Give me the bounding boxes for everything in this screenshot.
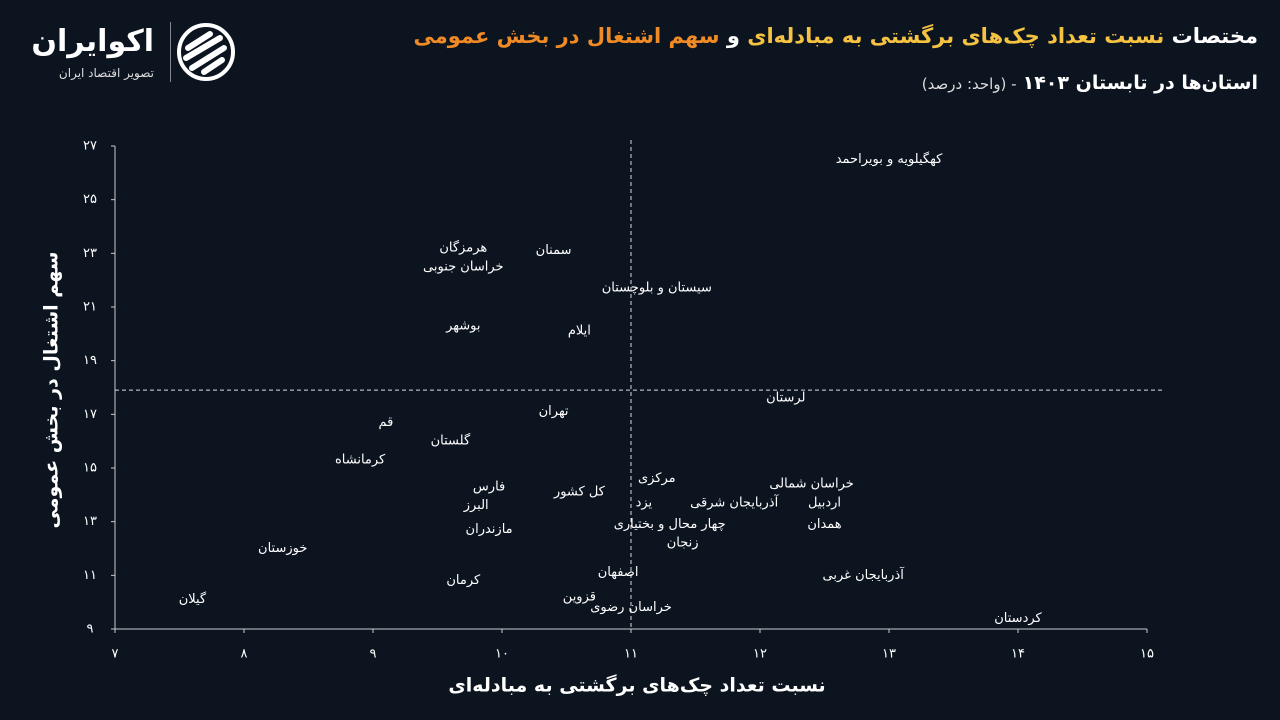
point-label: گیلان (179, 591, 207, 607)
logo-icon (170, 22, 235, 82)
y-tick-label: ۱۱ (83, 568, 97, 583)
point-label: چهار محال و بختیاری (614, 517, 726, 532)
point-label: ایلام (568, 324, 591, 339)
logo-tagline: تصویر اقتصاد ایران (58, 66, 154, 80)
point-label: قزوین (563, 589, 596, 604)
point-label: مرکزی (638, 471, 676, 486)
subtitle-text: استان‌ها در تابستان ۱۴۰۳ (1022, 72, 1258, 94)
point-label: اردبیل (808, 495, 841, 510)
point-label: خراسان جنوبی (423, 259, 503, 274)
point-label: اصفهان (598, 565, 639, 580)
point-label: کهگیلویه و بویراحمد (836, 151, 943, 167)
y-tick-label: ۲۱ (83, 300, 97, 315)
point-label: لرستان (766, 391, 805, 406)
point-label: قم (378, 415, 393, 430)
x-axis-title: نسبت تعداد چک‌های برگشتی به مبادله‌ای (448, 674, 825, 697)
point-label: خوزستان (258, 541, 307, 556)
title-part: سهم اشتغال در بخش عمومی (413, 24, 720, 48)
point-label: همدان (807, 517, 841, 532)
chart-subtitle: استان‌ها در تابستان ۱۴۰۳ - (واحد: درصد) (922, 72, 1258, 94)
point-label: زنجان (667, 536, 699, 551)
x-tick-label: ۱۲ (753, 647, 767, 662)
point-label: کرمان (446, 573, 481, 588)
y-tick-label: ۱۳ (83, 514, 97, 529)
x-tick-label: ۷ (112, 647, 119, 662)
point-label: خراسان رضوی (590, 600, 672, 615)
point-label: خراسان شمالی (769, 477, 854, 492)
y-tick-label: ۲۳ (83, 246, 97, 261)
title-part: مختصات (1171, 24, 1258, 48)
subtitle-note: - (واحد: درصد) (921, 75, 1017, 93)
x-tick-label: ۱۴ (1011, 647, 1025, 662)
x-tick-label: ۱۳ (882, 647, 896, 662)
y-tick-label: ۲۷ (83, 139, 97, 154)
y-tick-label: ۹ (87, 622, 94, 637)
logo: اکوایران تصویر اقتصاد ایران (26, 22, 246, 86)
point-label: البرز (463, 498, 489, 513)
point-label: گلستان (431, 433, 471, 449)
point-label: کل کشور (553, 485, 606, 500)
point-label: فارس (473, 479, 505, 494)
point-label: مازندران (466, 522, 513, 537)
point-label: یزد (636, 495, 653, 510)
title-part: و (726, 24, 740, 48)
point-label: تهران (539, 404, 569, 419)
point-label: کرمانشاه (335, 452, 386, 467)
point-label: سمنان (536, 243, 572, 258)
point-label: سیستان و بلوچستان (602, 281, 712, 296)
y-tick-label: ۱۷ (83, 407, 97, 422)
point-label: هرمزگان (439, 239, 487, 255)
x-tick-label: ۱۱ (624, 647, 638, 662)
x-tick-label: ۱۵ (1140, 647, 1154, 662)
x-tick-label: ۱۰ (495, 647, 509, 662)
chart-title: مختصات نسبت تعداد چک‌های برگشتی به مبادل… (414, 24, 1258, 48)
point-label: آذربایجان شرقی (690, 493, 779, 510)
point-label: کردستان (994, 611, 1042, 626)
x-tick-label: ۹ (370, 647, 377, 662)
y-tick-label: ۲۵ (83, 192, 97, 207)
y-tick-label: ۱۵ (83, 461, 97, 476)
point-label: آذربایجان غربی (823, 566, 906, 583)
logo-name: اکوایران (31, 24, 154, 59)
title-part: نسبت تعداد چک‌های برگشتی به مبادله‌ای (747, 24, 1165, 48)
y-tick-label: ۱۹ (83, 353, 97, 368)
y-axis-title: سهم اشتغال در بخش عمومی (41, 252, 63, 529)
x-tick-label: ۸ (241, 647, 248, 662)
point-label: بوشهر (445, 318, 480, 333)
